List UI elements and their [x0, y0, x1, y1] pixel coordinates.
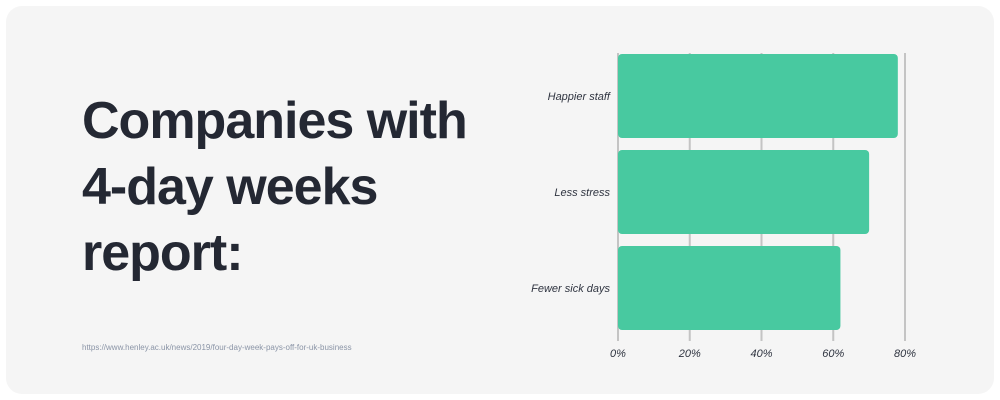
headline-line-3: report: — [82, 224, 244, 282]
x-tick-label: 40% — [750, 348, 772, 360]
x-tick-label: 0% — [610, 348, 626, 360]
bar-less-stress — [618, 150, 870, 234]
bar-happier-staff — [618, 54, 898, 138]
category-label: Happier staff — [548, 91, 611, 103]
headline-line-2: 4-day weeks — [82, 158, 378, 216]
category-label: Less stress — [554, 187, 610, 199]
headline: Companies with 4-day weeks report: — [82, 88, 522, 286]
x-tick-label: 80% — [894, 348, 916, 360]
source-link[interactable]: https://www.henley.ac.uk/news/2019/four-… — [82, 343, 352, 352]
category-label: Fewer sick days — [531, 283, 610, 295]
headline-line-1: Companies with — [82, 92, 468, 150]
x-tick-label: 20% — [678, 348, 701, 360]
x-tick-label: 60% — [822, 348, 844, 360]
bar-fewer-sick-days — [618, 246, 841, 330]
